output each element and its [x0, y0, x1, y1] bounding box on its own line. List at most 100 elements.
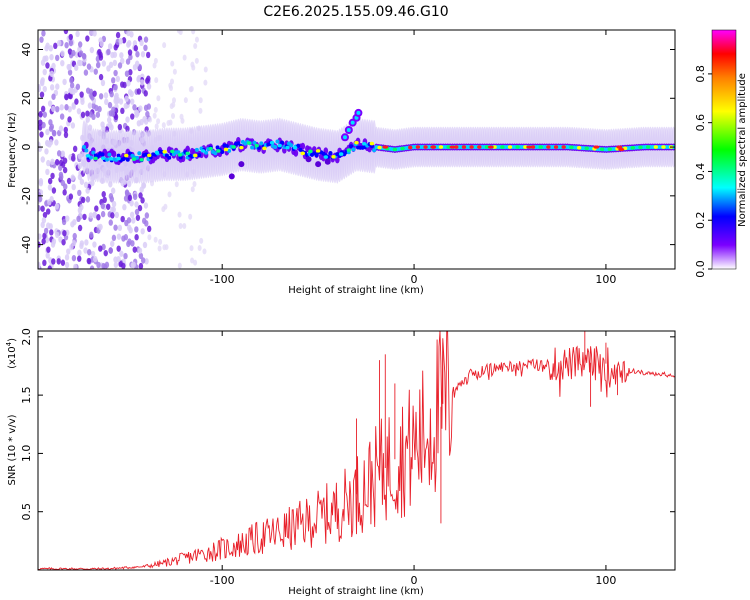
spectrogram-peak-cell [484, 145, 490, 149]
spectrogram-noise-cell [138, 192, 143, 199]
snr-y-multiplier: (x104) [5, 338, 18, 369]
spectrogram-noise-cell [69, 82, 75, 89]
spectrogram-noise-cell [170, 78, 175, 85]
spectrogram-noise-cell [58, 159, 64, 167]
spectrogram-noise-cell [79, 204, 84, 211]
colorbar-label: Normalized spectral amplitude [737, 73, 748, 227]
spectrogram-peak-cell [492, 145, 497, 149]
spectrogram-noise-cell [56, 150, 62, 157]
snr-panel: -100 0 100 0.5 1.0 1.5 2.0 Height of straight … [5, 328, 676, 597]
spectrogram-noise-cell [47, 265, 52, 269]
spectrogram-noise-cell [203, 66, 208, 73]
spectrogram-noise-cell [156, 118, 161, 125]
spectrogram-noise-cell [44, 45, 49, 52]
spectrogram-noise-cell [138, 105, 143, 112]
spectrogram-peak-cell [154, 150, 160, 155]
spectrogram-noise-cell [144, 212, 150, 219]
spectrogram-peak-cell [408, 145, 413, 150]
spectrogram-noise-cell [111, 77, 116, 84]
spectrogram-noise-cell [140, 257, 146, 264]
snr-x-tick-label: 100 [595, 574, 616, 587]
snr-y-tick-label: 1.0 [20, 445, 33, 463]
spectrogram-noise-cell [51, 129, 57, 137]
spectrogram-noise-cell [85, 35, 90, 42]
spectrogram-noise-cell [56, 39, 62, 47]
spectrogram-peak-cell [200, 149, 206, 153]
spectrogram-noise-cell [46, 159, 51, 167]
spectrogram-noise-cell [143, 118, 149, 125]
spectrogram-band-cell [111, 150, 117, 158]
spectrogram-noise-cell [110, 110, 116, 117]
spectrogram-noise-cell [80, 196, 86, 204]
spectrogram-peak-cell [277, 143, 282, 148]
spectrogram-noise-cell [97, 48, 102, 56]
spectrogram-noise-cell [64, 261, 70, 269]
spectrogram-peak-cell [423, 145, 428, 149]
spectrogram-noise-cell [63, 126, 68, 134]
spectrogram-noise-cell [113, 113, 119, 121]
spectrogram-noise-cell [85, 87, 91, 94]
spectrogram-noise-cell [41, 121, 46, 129]
spectrogram-noise-cell [49, 229, 54, 236]
spectrogram-noise-cell [152, 62, 157, 69]
spectrogram-noise-cell [134, 201, 139, 208]
spectrogram-noise-cell [125, 116, 130, 123]
spectrogram-noise-cell [153, 106, 158, 113]
spectrogram-noise-cell [116, 233, 122, 240]
spectrogram-noise-cell [176, 30, 181, 34]
spectrogram-noise-cell [47, 198, 52, 206]
spectrogram-peak-cell [354, 140, 359, 145]
spectrogram-noise-cell [108, 121, 113, 129]
spectrogram-peak-cell [576, 145, 582, 150]
spectrogram-peak-cell [538, 145, 543, 149]
spectrogram-x-label: Height of straight line (km) [288, 285, 424, 296]
spectrogram-noise-cell [77, 153, 83, 160]
spectrogram-noise-cell [89, 265, 95, 269]
spectrogram-peak-cell [653, 145, 659, 149]
spectrogram-noise-cell [55, 83, 60, 90]
spectrogram-noise-cell [46, 246, 51, 253]
spectrogram-noise-cell [198, 107, 203, 114]
spectrogram-noise-cell [140, 197, 145, 204]
spectrogram-noise-cell [62, 189, 67, 196]
spectrogram-core-cell [107, 152, 112, 157]
spectrogram-noise-cell [60, 59, 65, 67]
spectrogram-noise-cell [104, 126, 110, 133]
spectrogram-noise-cell [109, 196, 115, 203]
spectrogram-noise-cell [122, 204, 127, 211]
spectrogram-noise-cell [193, 259, 198, 266]
spectrogram-noise-cell [49, 70, 55, 78]
spectrogram-branch-cell [342, 135, 347, 140]
spectrogram-noise-cell [47, 177, 53, 185]
spectrogram-peak-cell [170, 149, 175, 154]
spectrogram-noise-cell [114, 211, 120, 219]
snr-y-label: SNR (10 * v/v) [7, 414, 18, 485]
spectrogram-noise-cell [79, 91, 84, 98]
spectrogram-noise-cell [154, 77, 159, 84]
spectrogram-noise-cell [76, 108, 82, 115]
spectrogram-noise-cell [40, 59, 46, 66]
spectrogram-noise-cell [58, 125, 64, 132]
spectrogram-branch-cell [324, 158, 331, 165]
spectrogram-core-cell [236, 141, 241, 146]
spectrogram-noise-cell [193, 43, 198, 50]
spectrogram-noise-cell [106, 48, 111, 56]
spectrogram-noise-cell [190, 257, 195, 264]
spectrogram-noise-cell [42, 68, 47, 76]
spectrogram-peak-cell [500, 145, 505, 149]
spectrogram-core-cell [224, 144, 229, 149]
spectrogram-noise-cell [72, 145, 78, 153]
spectrogram-peak-cell [246, 141, 252, 145]
spectrogram-peak-cell [292, 145, 298, 150]
spectrogram-noise-cell [64, 104, 69, 111]
spectrogram-noise-cell [100, 79, 106, 87]
spectrogram-noise-cell [58, 164, 63, 171]
spectrogram-x-tick-label: 0 [411, 273, 418, 286]
spectrogram-noise-cell [77, 255, 82, 262]
spectrogram-noise-cell [110, 206, 115, 214]
spectrogram-noise-cell [121, 262, 126, 269]
spectrogram-noise-cell [79, 240, 85, 247]
spectrogram-noise-cell [64, 254, 70, 261]
spectrogram-noise-cell [146, 83, 152, 90]
spectrogram-noise-cell [60, 150, 66, 157]
